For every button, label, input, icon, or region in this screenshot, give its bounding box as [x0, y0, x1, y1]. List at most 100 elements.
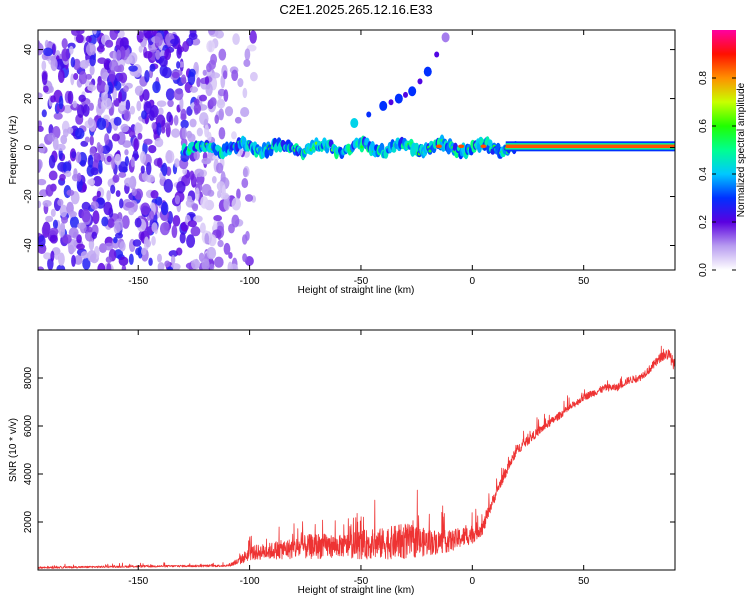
- noise-blob: [200, 196, 209, 209]
- noise-blob: [240, 106, 250, 118]
- noise-blob: [113, 116, 122, 126]
- noise-blob: [157, 107, 164, 116]
- snr-panel: -150 -100 -50 0 50 2000 4000 6000 8000 Height of…: [8, 329, 676, 596]
- noise-blob: [243, 59, 251, 68]
- echo-cell: [487, 139, 493, 147]
- colorbar-label: Normalized spectral amplitude: [736, 82, 747, 217]
- noise-blob: [220, 192, 230, 200]
- snr-ylabel: SNR (10 * v/v): [8, 418, 19, 482]
- noise-blob: [157, 263, 164, 270]
- noise-blob: [213, 256, 224, 268]
- noise-blob: [156, 100, 167, 108]
- noise-blob: [69, 45, 74, 55]
- noise-blob: [205, 82, 213, 97]
- noise-blob: [43, 47, 53, 57]
- noise-blob: [209, 97, 217, 107]
- x-tick-label: -150: [128, 276, 148, 287]
- noise-blob: [55, 58, 65, 70]
- secondary-trace-blob: [441, 32, 450, 43]
- noise-blob: [52, 219, 58, 229]
- noise-blob: [101, 145, 111, 155]
- noise-blob: [209, 263, 215, 270]
- noise-blob: [85, 35, 92, 43]
- noise-blob: [178, 61, 184, 68]
- noise-blob: [189, 118, 197, 128]
- secondary-trace-blob: [417, 78, 423, 85]
- noise-blob: [38, 200, 42, 209]
- colorbar-tick-label: 0.4: [698, 167, 709, 181]
- noise-blob: [171, 224, 178, 239]
- echo-core: [360, 145, 364, 149]
- noise-blob: [166, 266, 174, 270]
- noise-blob: [107, 218, 115, 229]
- noise-blob: [118, 256, 129, 266]
- echo-core: [428, 149, 432, 153]
- noise-blob: [151, 222, 158, 233]
- noise-blob: [62, 104, 73, 114]
- spectrogram-xlabel: Height of straight line (km): [298, 285, 415, 296]
- noise-blob: [154, 137, 164, 148]
- noise-blob: [38, 178, 47, 186]
- noise-blob: [194, 168, 205, 178]
- noise-blob: [190, 226, 201, 237]
- noise-blob: [81, 201, 91, 211]
- noise-blob: [182, 41, 190, 53]
- x-tick-label: -50: [354, 576, 369, 587]
- noise-blob: [55, 50, 61, 57]
- noise-blob: [97, 262, 106, 270]
- noise-blob: [45, 184, 54, 197]
- noise-blob: [38, 235, 46, 248]
- y-tick-label: -20: [23, 189, 34, 204]
- noise-blob: [124, 156, 130, 167]
- noise-blob: [143, 138, 153, 145]
- noise-blob: [173, 88, 184, 101]
- noise-blob: [62, 161, 72, 174]
- noise-blob: [85, 73, 93, 80]
- y-tick-label: 8000: [23, 366, 34, 389]
- noise-blob: [118, 101, 126, 112]
- noise-blob: [128, 130, 136, 138]
- noise-blob: [201, 258, 210, 270]
- noise-blob: [231, 214, 240, 228]
- noise-blob: [128, 208, 135, 216]
- noise-blob: [171, 71, 180, 79]
- noise-blob: [150, 190, 159, 199]
- noise-blob: [38, 266, 44, 270]
- noise-blob: [170, 263, 181, 270]
- noise-blob: [176, 180, 186, 194]
- noise-blob: [208, 40, 213, 53]
- noise-blob: [204, 76, 210, 85]
- noise-blob: [246, 44, 257, 52]
- colorbar: 0.0 0.2 0.4 0.6 0.8 Normalized spectral ampl…: [698, 30, 747, 277]
- noise-blob: [67, 90, 74, 105]
- noise-blob: [242, 87, 248, 99]
- noise-blob: [91, 231, 98, 240]
- noise-blob: [89, 64, 95, 76]
- noise-blob: [87, 84, 97, 92]
- x-tick-label: 50: [578, 576, 590, 587]
- snr-axes: -150 -100 -50 0 50 2000 4000 6000 8000: [23, 330, 675, 587]
- noise-blob: [41, 109, 47, 118]
- noise-blob: [180, 74, 187, 84]
- x-tick-label: 0: [470, 276, 476, 287]
- noise-blob: [77, 172, 82, 182]
- noise-blob: [47, 132, 55, 143]
- noise-blob: [215, 162, 224, 174]
- noise-blob: [61, 216, 68, 224]
- noise-blob: [98, 159, 103, 174]
- noise-blob: [96, 80, 107, 94]
- noise-blob: [42, 199, 52, 207]
- noise-blob: [81, 184, 87, 193]
- noise-blob: [128, 253, 134, 265]
- noise-blob: [86, 226, 93, 233]
- noise-blob: [105, 97, 112, 110]
- noise-blob: [68, 227, 79, 238]
- x-tick-label: -100: [240, 576, 260, 587]
- noise-blob: [97, 57, 107, 64]
- noise-blob: [128, 65, 138, 72]
- noise-blob: [38, 120, 43, 128]
- noise-blob: [54, 252, 60, 260]
- noise-blob: [134, 217, 142, 228]
- noise-blob: [114, 232, 123, 239]
- noise-blob: [58, 252, 65, 266]
